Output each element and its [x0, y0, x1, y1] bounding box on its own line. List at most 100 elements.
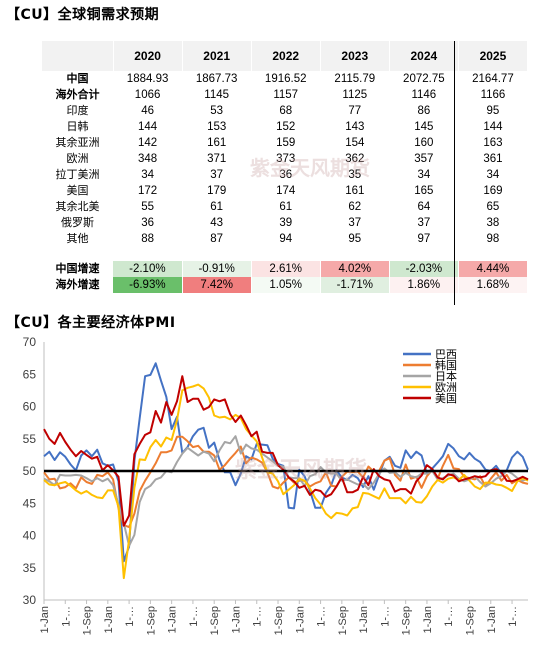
year-header: 2021	[182, 41, 252, 71]
growth-cell: 7.42%	[182, 277, 252, 293]
x-tick-label: 1-Jan	[39, 606, 51, 634]
table-cell: 34	[486, 169, 500, 181]
year-header: 2020	[113, 41, 183, 71]
growth-row-label: 中国增速	[55, 262, 100, 275]
x-tick-label: 1-…	[60, 606, 72, 627]
table-cell: 86	[417, 105, 431, 117]
x-tick-label: 1-Sep	[145, 606, 157, 635]
y-tick-label: 30	[23, 593, 37, 607]
table-row: 印度 46 53 68 77 86 95	[42, 103, 528, 119]
y-tick-label: 55	[23, 432, 37, 446]
table-cell: 39	[279, 217, 293, 229]
growth-cell: 1.86%	[389, 277, 459, 293]
row-label: 海外合计	[55, 88, 100, 101]
table-cell: 361	[483, 153, 503, 165]
table-cell: 169	[483, 185, 503, 197]
row-label: 俄罗斯	[61, 216, 95, 229]
table-cell: 65	[486, 201, 500, 213]
x-tick-label: 1-Jan	[422, 606, 434, 634]
table-cell: 362	[345, 153, 365, 165]
growth-cell: 4.44%	[458, 261, 529, 277]
legend-label: 美国	[435, 392, 457, 405]
y-tick-label: 70	[23, 335, 37, 349]
table-title: 【CU】全球铜需求预期	[6, 7, 160, 23]
y-tick-label: 50	[23, 464, 37, 478]
growth-cell: -2.10%	[113, 261, 183, 277]
table-cell: 53	[210, 105, 224, 117]
table-cell: 153	[207, 121, 227, 133]
row-label: 印度	[66, 104, 89, 117]
table-cell: 55	[141, 201, 154, 213]
table-cell: 165	[414, 185, 434, 197]
table-cell: 1166	[480, 89, 506, 101]
table-cell: 1867.73	[195, 73, 238, 85]
table-cell: 1916.52	[264, 73, 307, 85]
table-cell: 2164.77	[472, 73, 514, 85]
table-cell: 46	[141, 105, 154, 117]
y-tick-label: 65	[23, 367, 37, 381]
year-header: 2022	[251, 41, 321, 71]
table-cell: 160	[414, 137, 434, 149]
x-tick-label: 1-…	[124, 606, 136, 627]
table-row: 其余北美 55 61 61 62 64 65	[42, 199, 528, 215]
y-tick-label: 60	[23, 400, 37, 414]
x-tick-label: 1-Sep	[273, 606, 285, 635]
table-cell: 159	[276, 137, 296, 149]
growth-cell: -0.91%	[182, 261, 252, 277]
y-axis: 30 35 40 45 50 55 60 65 70	[23, 335, 528, 607]
table-cell: 95	[348, 233, 362, 245]
growth-cell: -6.93%	[113, 277, 183, 293]
table-cell: 64	[417, 201, 431, 213]
table-row: 美国 172 179 174 161 165 169	[42, 183, 528, 199]
table-cell: 143	[345, 121, 365, 133]
legend-label: 巴西	[435, 348, 457, 361]
table-row: 拉丁美洲 34 37 36 35 34 34	[42, 167, 528, 183]
table-cell: 98	[486, 233, 500, 245]
table-cell: 68	[279, 105, 293, 117]
x-tick-label: 1-Jan	[486, 606, 498, 634]
table-cell: 77	[348, 105, 362, 117]
table-cell: 174	[276, 185, 296, 197]
table-cell: 2115.79	[334, 73, 376, 85]
table-cell: 61	[279, 201, 293, 213]
x-tick-label: 1-…	[252, 606, 264, 627]
table-row: 日韩 144 153 152 143 145 144	[42, 119, 528, 135]
copper-demand-table: 2020 2021 2022 2023 2024 2025 中国 1884.93 1867.7…	[42, 41, 529, 293]
table-cell: 36	[141, 217, 154, 229]
table-cell: 1146	[411, 89, 437, 101]
row-label: 其余亚洲	[55, 136, 100, 149]
table-cell: 2072.75	[403, 73, 445, 85]
x-tick-label: 1-…	[316, 606, 328, 627]
row-label: 拉丁美洲	[55, 168, 100, 181]
table-cell: 154	[345, 137, 365, 149]
table-cell: 144	[138, 121, 158, 133]
table-cell: 348	[138, 153, 158, 165]
table-cell: 357	[414, 153, 434, 165]
x-tick-label: 1-Jan	[103, 606, 115, 634]
forecast-divider-line	[454, 41, 455, 305]
row-label: 其余北美	[55, 200, 100, 213]
table-cell: 144	[483, 121, 503, 133]
row-label: 其他	[66, 232, 89, 245]
y-tick-label: 45	[23, 496, 37, 510]
growth-cell: 1.68%	[458, 277, 529, 293]
year-header: 2023	[320, 41, 390, 71]
growth-row-label: 海外增速	[55, 278, 100, 291]
x-tick-label: 1-Sep	[209, 606, 221, 635]
series-line-0	[43, 362, 529, 563]
series-line-3	[43, 383, 529, 580]
table-cell: 43	[210, 217, 224, 229]
growth-row: 中国增速 -2.10% -0.91% 2.61% 4.02% -2.03% 4.44%	[42, 261, 529, 277]
table-row: 中国 1884.93 1867.73 1916.52 2115.79 2072.75 216…	[42, 71, 528, 87]
x-tick-label: 1-…	[188, 606, 200, 627]
table-cell: 371	[207, 153, 227, 165]
legend-label: 日本	[435, 369, 457, 383]
table-cell: 161	[207, 137, 227, 149]
table-row: 俄罗斯 36 43 39 37 37 38	[42, 215, 528, 231]
year-header: 2025	[458, 41, 529, 71]
x-tick-label: 1-Jan	[358, 606, 370, 634]
header-corner	[42, 41, 114, 71]
growth-row: 海外增速 -6.93% 7.42% 1.05% -1.71% 1.86% 1.68%	[42, 277, 529, 293]
x-tick-label: 1-Sep	[401, 606, 413, 635]
table-cell: 97	[417, 233, 431, 245]
